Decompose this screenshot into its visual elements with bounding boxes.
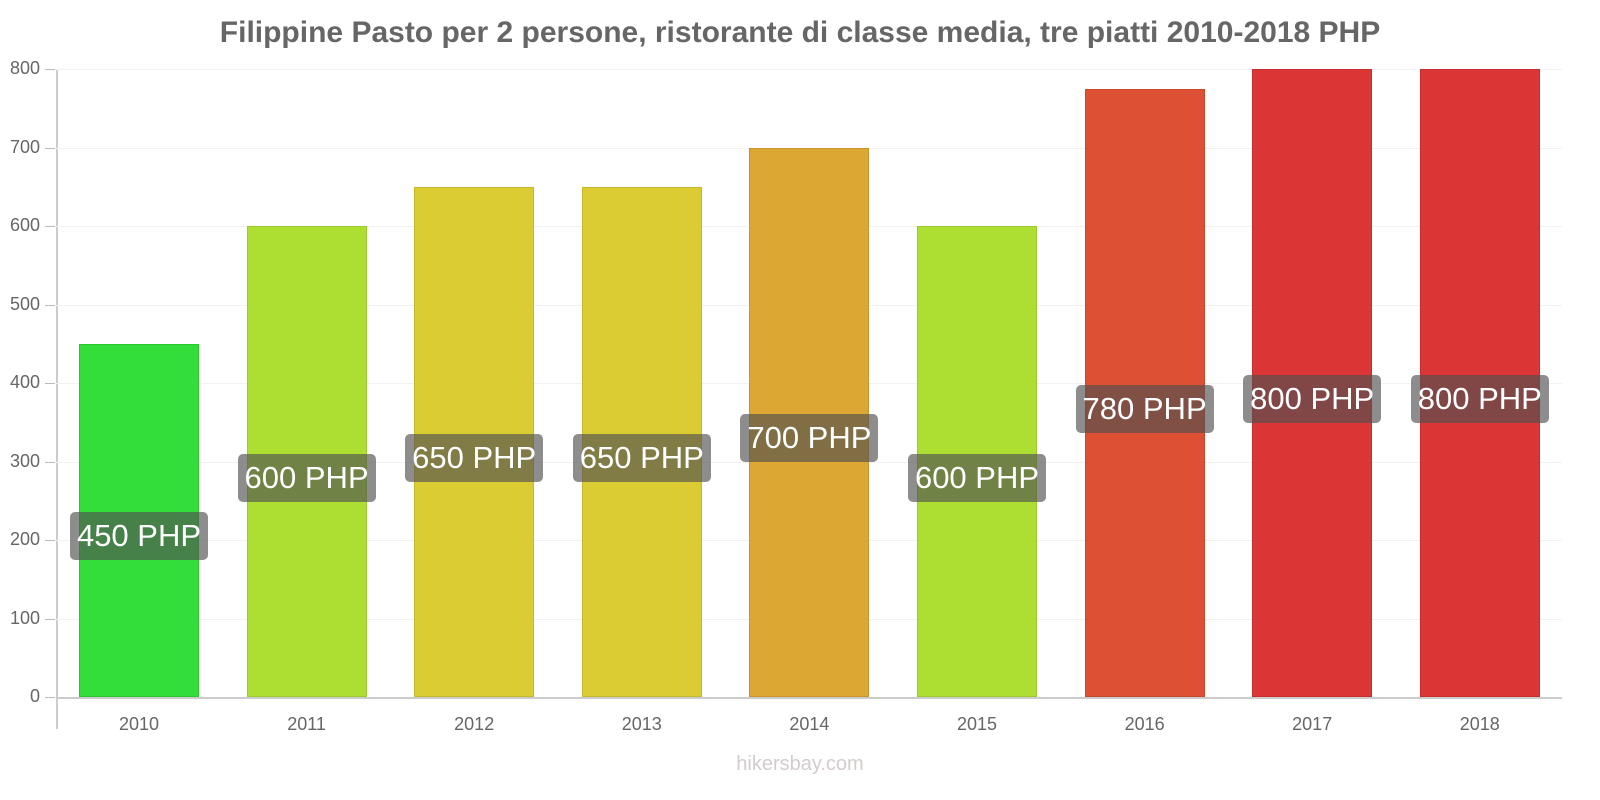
x-tick-label: 2012: [454, 714, 495, 734]
value-label: 700 PHP: [740, 414, 879, 463]
value-label: 600 PHP: [908, 453, 1046, 502]
value-label: 600 PHP: [237, 453, 376, 502]
y-tick-mark: [45, 540, 55, 541]
y-tick-label: 600: [9, 215, 40, 235]
value-label: 650 PHP: [405, 433, 544, 482]
x-tick-label: 2017: [1292, 714, 1333, 734]
y-tick-label: 400: [9, 372, 40, 392]
y-tick-mark: [45, 69, 55, 70]
x-tick-label: 2010: [118, 714, 160, 734]
x-axis-line: [56, 697, 1562, 699]
y-tick-label: 700: [9, 136, 40, 157]
value-label: 780 PHP: [1075, 384, 1214, 433]
y-tick-mark: [45, 383, 55, 384]
x-tick-label: 2011: [287, 714, 326, 734]
x-tick-label: 2018: [1459, 714, 1500, 734]
y-tick-mark: [45, 226, 55, 227]
x-tick-label: 2013: [621, 714, 662, 734]
y-tick-label: 800: [9, 58, 40, 78]
y-tick-mark: [45, 618, 55, 620]
y-tick-label: 100: [9, 607, 40, 628]
y-axis-line: [56, 69, 58, 729]
x-tick-label: 2016: [1124, 714, 1165, 734]
x-tick-label: 2014: [789, 714, 830, 734]
y-tick-mark: [45, 461, 55, 463]
y-tick-label: 500: [9, 293, 40, 314]
value-label: 800 PHP: [1243, 375, 1382, 423]
y-tick-mark: [45, 697, 55, 698]
value-label: 800 PHP: [1410, 375, 1549, 423]
gridline: [56, 69, 1562, 70]
y-tick-label: 300: [9, 450, 40, 471]
y-tick-mark: [45, 304, 55, 306]
y-tick-mark: [45, 147, 55, 149]
value-label: 650 PHP: [572, 433, 711, 482]
x-tick-label: 2015: [956, 714, 998, 734]
y-tick-label: 0: [29, 686, 40, 706]
chart-title: Filippine Pasto per 2 persone, ristorant…: [219, 16, 1381, 49]
watermark: hikersbay.com: [736, 753, 864, 775]
value-label: 450 PHP: [70, 512, 208, 561]
y-tick-label: 200: [9, 529, 40, 549]
